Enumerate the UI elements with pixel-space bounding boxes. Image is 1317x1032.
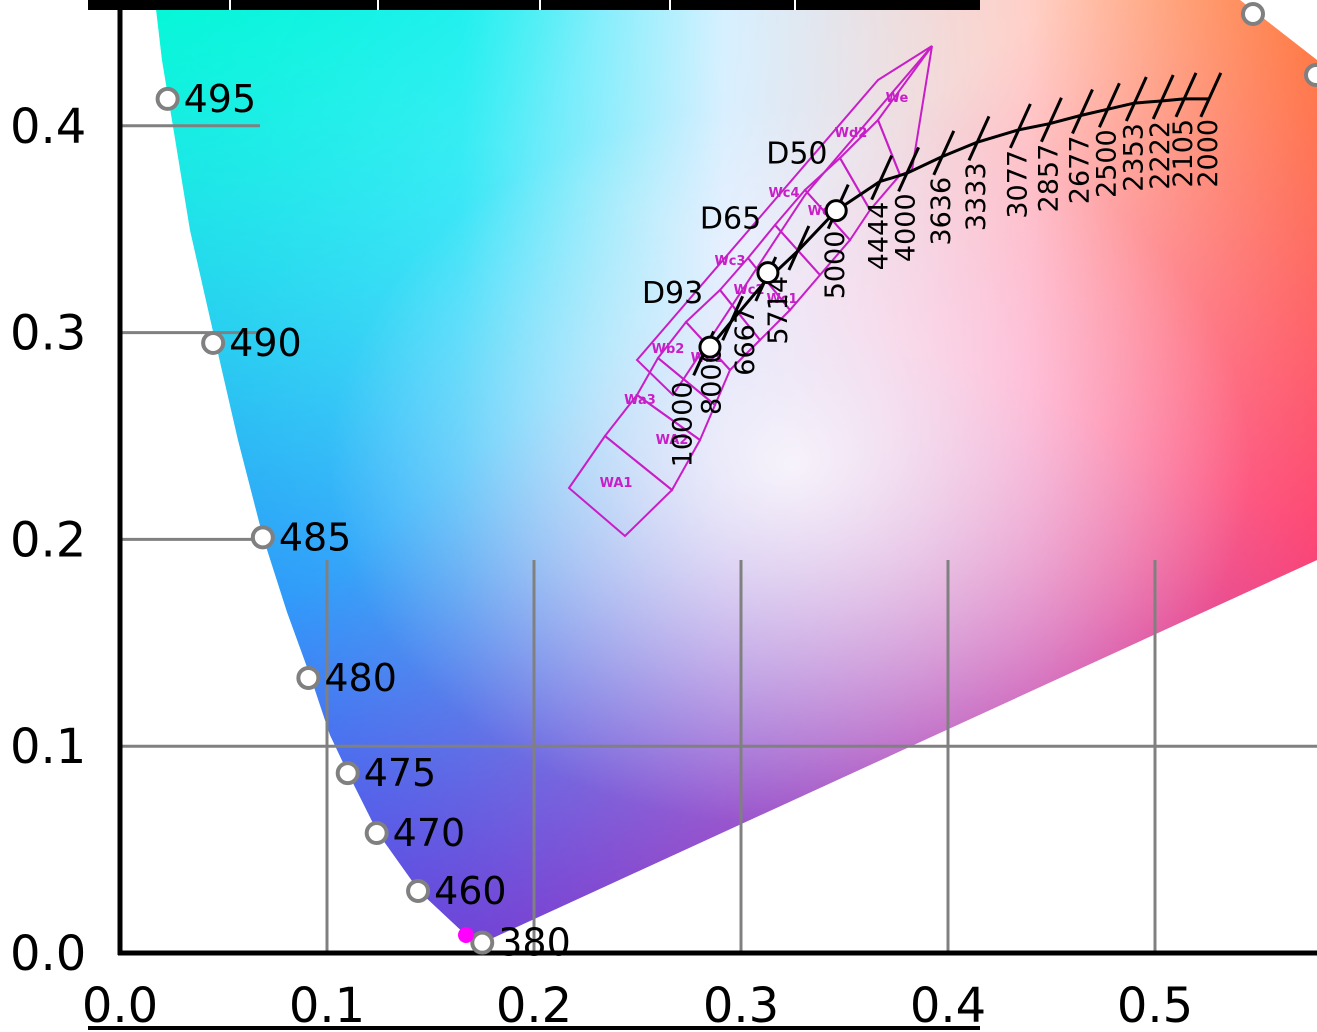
isotherm-tick — [932, 130, 956, 176]
cct-label: 5000 — [820, 231, 851, 300]
cct-label: 2000 — [1193, 119, 1224, 188]
spectral-marker-495 — [155, 86, 180, 111]
cct-label: 5714 — [763, 276, 794, 345]
wavelength-label: 470 — [393, 811, 466, 855]
x-tick-label: 0.5 — [1117, 978, 1193, 1032]
cct-label: 2500 — [1091, 129, 1122, 198]
white-zone-label: Wc4 — [768, 186, 799, 201]
isotherm-tick — [1040, 97, 1063, 143]
white-zone-label: Wa3 — [624, 393, 656, 408]
isotherm-tick — [721, 295, 745, 341]
cct-label: 3636 — [926, 177, 957, 246]
y-tick-label: 0.4 — [10, 99, 86, 155]
wavelength-label: 490 — [229, 321, 302, 365]
purple-line-marker — [458, 927, 474, 943]
white-point-label: D50 — [766, 137, 827, 172]
spectral-marker-380 — [470, 930, 495, 955]
spectral-marker-490 — [201, 330, 226, 355]
isotherm-tick — [967, 115, 991, 161]
top-border — [88, 0, 980, 10]
isotherm-tick — [1098, 82, 1121, 128]
spectral-marker-475 — [335, 761, 360, 786]
x-tick-label: 0.3 — [703, 978, 779, 1032]
white-zone-outline — [635, 45, 933, 397]
spectral-locus-markers: 380 460 470 475 480 485 490 495 — [155, 2, 1317, 965]
white-zone-label: Wd2 — [835, 126, 868, 141]
y-tick-label: 0.1 — [10, 719, 86, 775]
isotherm-tick — [1009, 103, 1032, 149]
x-tick-label: 0.0 — [82, 978, 158, 1032]
isotherm-tick — [1199, 72, 1223, 118]
white-point-label: D65 — [700, 202, 761, 237]
spectral-marker-470 — [364, 821, 389, 846]
axes: 0.0 0.1 0.2 0.3 0.4 0.5 0.0 0.1 0.2 0.3 0.4 — [10, 0, 1317, 1032]
spectral-marker-edge — [1241, 2, 1265, 26]
isotherm-tick — [787, 225, 811, 271]
isotherm-tick — [1174, 72, 1198, 118]
cct-label: 10000 — [668, 381, 699, 467]
isotherm-tick — [1124, 76, 1148, 122]
white-point-D50 — [824, 199, 848, 223]
white-zone-label: Wb2 — [652, 342, 685, 357]
cct-label: 2857 — [1033, 144, 1064, 213]
x-tick-label: 0.1 — [289, 978, 365, 1032]
isotherm-tick — [1071, 88, 1094, 135]
spectral-marker-460 — [406, 878, 431, 903]
spectral-marker-480 — [296, 665, 321, 690]
white-zone-label: WA2 — [656, 433, 689, 448]
cct-label: 4444 — [864, 202, 895, 271]
cct-label: 3077 — [1002, 150, 1033, 219]
y-tick-label: 0.0 — [10, 926, 86, 982]
white-zone-label: WA1 — [600, 476, 633, 491]
wavelength-label: 495 — [184, 77, 257, 121]
isotherm-tick — [897, 146, 920, 192]
cct-label: 2222 — [1145, 121, 1176, 190]
cct-label: 2353 — [1118, 123, 1149, 192]
wavelength-label: 460 — [434, 869, 507, 913]
cct-label: 3333 — [961, 162, 992, 231]
y-tick-label: 0.3 — [10, 306, 86, 362]
wavelength-label: 380 — [498, 921, 571, 965]
white-point-D65 — [756, 261, 780, 285]
spectral-marker-485 — [250, 525, 275, 550]
x-tick-label: 0.4 — [910, 978, 986, 1032]
cct-label: 4000 — [891, 193, 922, 262]
y-tick-label: 0.2 — [10, 512, 86, 568]
white-zone-label: Wc1 — [766, 292, 797, 307]
cct-label: 2105 — [1168, 119, 1199, 188]
white-point-D93 — [698, 335, 722, 359]
x-tick-label: 0.2 — [496, 978, 572, 1032]
wavelength-label: 480 — [324, 656, 397, 700]
grid-lines — [120, 124, 1317, 953]
wavelength-label: 475 — [364, 751, 437, 795]
isotherm-tick — [1151, 74, 1175, 120]
white-point-label: D93 — [642, 276, 703, 311]
white-zone-label: Wc3 — [714, 254, 745, 269]
isotherm-tick — [870, 155, 894, 201]
cct-label: 6667 — [730, 307, 761, 376]
spectral-marker-edge — [1304, 63, 1317, 87]
white-zone-label: Wc2 — [733, 283, 764, 298]
wavelength-label: 485 — [279, 515, 352, 559]
white-zone-label: We — [886, 91, 909, 106]
cct-label: 2677 — [1064, 135, 1095, 204]
